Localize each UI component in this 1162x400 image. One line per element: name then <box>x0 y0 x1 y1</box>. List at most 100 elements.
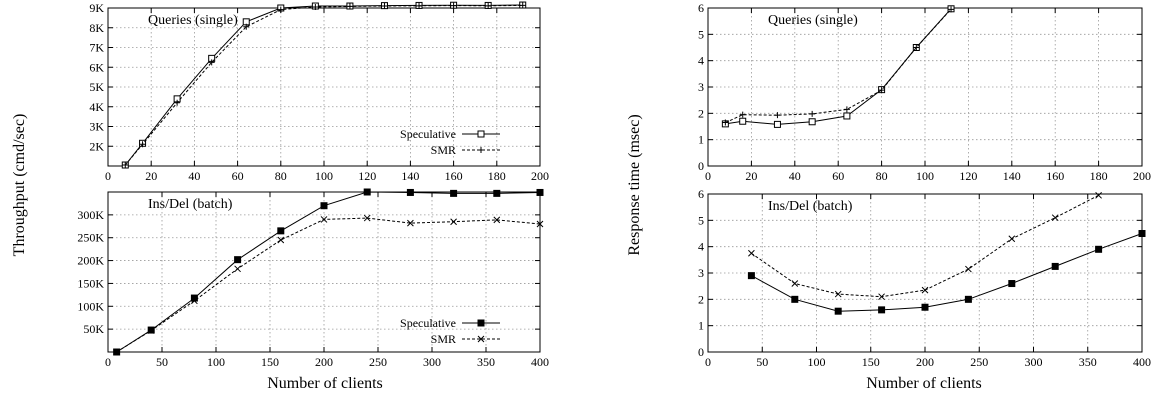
y-tick-label: 200K <box>77 254 104 268</box>
x-tick-label: 100 <box>315 169 333 183</box>
data-point-smr <box>122 162 129 169</box>
left-x-axis-label: Number of clients <box>267 375 383 392</box>
y-tick-label: 3K <box>89 120 104 134</box>
series-line-speculative <box>751 233 1143 312</box>
data-point-smr <box>243 23 250 30</box>
x-tick-label: 300 <box>423 355 441 369</box>
y-tick-label: 5 <box>698 27 704 41</box>
data-point-smr <box>843 106 850 113</box>
data-point-smr <box>748 249 755 257</box>
x-tick-label: 200 <box>531 169 549 183</box>
data-point-speculative <box>834 307 842 315</box>
data-point-speculative <box>1138 230 1146 237</box>
y-tick-label: 4K <box>89 100 104 114</box>
data-point-smr <box>174 99 181 106</box>
data-point-smr <box>139 141 146 148</box>
y-tick-label: 250K <box>77 231 104 245</box>
y-tick-label: 7K <box>89 41 104 55</box>
x-tick-label: 20 <box>145 169 157 183</box>
x-tick-label: 0 <box>705 355 711 369</box>
data-point-speculative <box>450 189 458 197</box>
x-tick-label: 50 <box>756 355 768 369</box>
data-point-speculative <box>277 227 285 235</box>
x-tick-label: 80 <box>876 169 888 183</box>
x-tick-label: 200 <box>315 355 333 369</box>
data-point-smr <box>834 290 842 298</box>
data-point-smr <box>312 4 319 11</box>
y-tick-label: 6K <box>89 60 104 74</box>
series-line-smr <box>725 8 952 124</box>
y-tick-label: 5 <box>698 213 704 227</box>
y-tick-label: 9K <box>89 1 104 15</box>
x-tick-label: 50 <box>156 355 168 369</box>
x-tick-label: 150 <box>862 355 880 369</box>
y-tick-label: 3 <box>698 80 704 94</box>
panel-title: Queries (single) <box>768 13 858 28</box>
data-point-speculative <box>406 188 414 196</box>
x-tick-label: 20 <box>745 169 757 183</box>
data-point-speculative <box>964 295 972 303</box>
x-tick-label: 120 <box>959 169 977 183</box>
x-tick-label: 150 <box>261 355 279 369</box>
x-tick-label: 100 <box>207 355 225 369</box>
series-line-smr <box>751 194 1099 298</box>
x-tick-label: 160 <box>1046 169 1064 183</box>
legend-label-smr: SMR <box>431 143 456 157</box>
left-y-axis-label: Throughput (cmd/sec) <box>11 114 28 257</box>
data-point-smr <box>277 6 284 13</box>
y-tick-label: 1 <box>698 319 704 333</box>
plot-frame <box>107 191 541 353</box>
legend-marker-smr <box>478 147 484 153</box>
data-point-smr <box>1051 214 1059 222</box>
y-tick-label: 4 <box>698 240 704 254</box>
x-tick-label: 60 <box>832 169 844 183</box>
legend-label-smr: SMR <box>431 332 456 346</box>
data-point-speculative <box>234 256 242 264</box>
data-point-smr <box>774 112 781 119</box>
data-point-speculative <box>320 202 328 210</box>
data-point-speculative <box>363 188 371 196</box>
data-point-smr <box>234 265 241 273</box>
panel-title: Ins/Del (batch) <box>768 199 853 214</box>
data-point-smr <box>147 327 155 334</box>
data-point-smr <box>948 6 955 13</box>
data-point-speculative <box>739 117 747 125</box>
chart-insdel-response-time: 0 1 2 3 4 5 6 0 50 100 150 200 250 300 350 400 Ins/Del (… <box>698 187 1151 369</box>
data-point-speculative <box>773 120 781 128</box>
y-tick-label: 50K <box>83 322 104 336</box>
x-tick-label: 40 <box>789 169 801 183</box>
data-point-smr <box>416 2 423 9</box>
data-point-smr <box>722 119 729 126</box>
y-tick-label: 0 <box>698 345 704 359</box>
x-tick-label: 250 <box>970 355 988 369</box>
y-tick-label: 0 <box>698 159 704 173</box>
x-tick-label: 80 <box>275 169 287 183</box>
data-point-smr <box>1008 235 1016 243</box>
plot-frame <box>107 7 541 167</box>
series-line-smr <box>116 217 541 353</box>
data-point-smr <box>450 2 457 9</box>
legend-marker-smr <box>477 335 485 343</box>
series-line-speculative <box>725 8 952 125</box>
x-tick-label: 140 <box>1003 169 1021 183</box>
data-point-speculative <box>536 188 544 196</box>
data-point-speculative <box>747 272 755 280</box>
data-point-smr <box>519 2 526 9</box>
data-point-speculative <box>843 112 851 120</box>
data-point-smr <box>208 59 215 66</box>
data-point-smr <box>450 218 457 226</box>
legend-marker-speculative <box>477 319 485 327</box>
data-point-smr <box>878 87 885 94</box>
legend-marker-speculative <box>477 130 485 138</box>
plot-frame <box>707 7 1143 167</box>
x-tick-label: 180 <box>1090 169 1108 183</box>
x-tick-label: 250 <box>369 355 387 369</box>
data-point-smr <box>381 3 388 10</box>
data-point-smr <box>913 44 920 51</box>
data-point-speculative <box>493 189 501 197</box>
x-tick-label: 160 <box>445 169 463 183</box>
x-tick-label: 180 <box>488 169 506 183</box>
data-point-smr <box>346 3 353 10</box>
data-point-smr <box>407 219 414 227</box>
